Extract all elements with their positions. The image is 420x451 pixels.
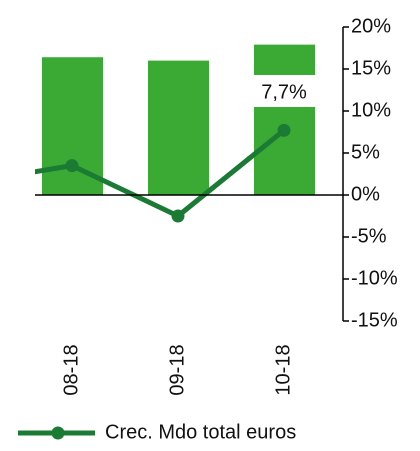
y-tick-label: 0% bbox=[351, 183, 380, 205]
line-point bbox=[277, 123, 291, 137]
line-point bbox=[65, 159, 79, 173]
y-tick-label: -15% bbox=[351, 309, 398, 331]
legend-label: Crec. Mdo total euros bbox=[105, 421, 296, 443]
plot-area bbox=[35, 44, 315, 223]
x-tick-label: 08-18 bbox=[60, 344, 82, 395]
data-label: 7,7% bbox=[261, 81, 307, 103]
y-tick-label: -5% bbox=[351, 225, 387, 247]
y-tick-label: 15% bbox=[351, 57, 391, 79]
y-tick-label: 5% bbox=[351, 141, 380, 163]
line-point bbox=[171, 209, 185, 223]
bar bbox=[254, 44, 315, 195]
bar bbox=[148, 60, 209, 195]
y-tick-label: -10% bbox=[351, 267, 398, 289]
y-tick-label: 10% bbox=[351, 99, 391, 121]
line bbox=[35, 128, 286, 219]
x-tick-label: 10-18 bbox=[272, 344, 294, 395]
x-tick-label: 09-18 bbox=[166, 344, 188, 395]
y-tick-label: 20% bbox=[351, 15, 391, 37]
legend-marker bbox=[51, 426, 65, 440]
data-label-bg bbox=[254, 75, 315, 107]
